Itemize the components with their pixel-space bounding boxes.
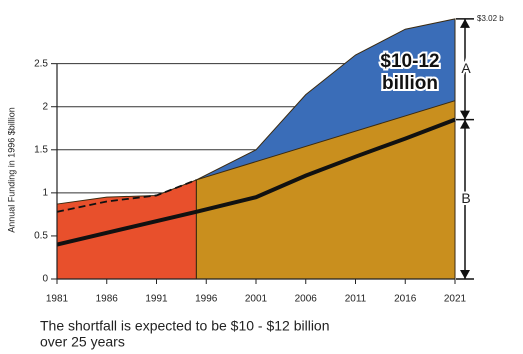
x-tick-label: 1981 bbox=[46, 294, 69, 305]
caption: over 25 years bbox=[40, 334, 125, 350]
y-tick-label: 1 bbox=[42, 188, 48, 199]
annotation: $10-12 bbox=[380, 51, 439, 72]
arrow-head bbox=[460, 119, 470, 129]
y-tick-label: 2.5 bbox=[34, 58, 48, 69]
top-label: $3.02 b bbox=[477, 14, 504, 23]
y-axis-label: Annual Funding in 1996 $billion bbox=[6, 107, 16, 233]
x-tick-label: 1991 bbox=[145, 294, 168, 305]
x-tick-label: 2006 bbox=[295, 294, 318, 305]
x-tick-label: 2016 bbox=[394, 294, 417, 305]
bracket-label: B bbox=[461, 190, 470, 206]
bracket-label: A bbox=[461, 60, 471, 76]
line bbox=[56, 117, 456, 247]
x-tick-label: 1996 bbox=[195, 294, 218, 305]
x-tick-label: 1986 bbox=[96, 294, 119, 305]
arrow-head bbox=[460, 110, 470, 120]
y-tick-label: 2 bbox=[42, 101, 48, 112]
y-tick-label: 0.5 bbox=[34, 231, 48, 242]
x-tick-label: 2011 bbox=[345, 294, 367, 305]
dashed-line bbox=[56, 179, 197, 213]
arrow-head bbox=[460, 270, 470, 279]
y-tick-label: 0 bbox=[42, 274, 48, 285]
x-tick-label: 2001 bbox=[245, 294, 268, 305]
y-tick-label: 1.5 bbox=[34, 144, 48, 155]
arrow-head bbox=[460, 18, 470, 28]
annotation: billion bbox=[382, 73, 438, 94]
x-tick-label: 2021 bbox=[444, 294, 467, 305]
caption: The shortfall is expected to be $10 - $1… bbox=[40, 318, 330, 334]
